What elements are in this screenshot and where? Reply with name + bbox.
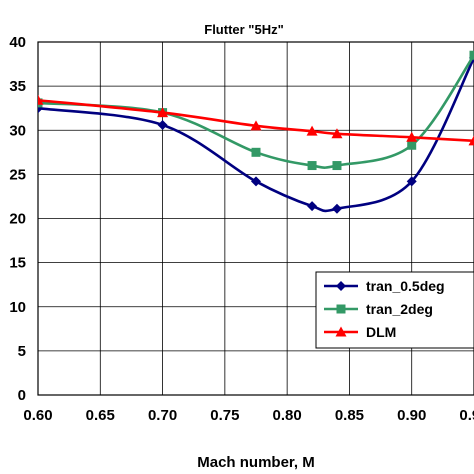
x-axis-ticks: 0.60 0.65 0.70 0.75 0.80 0.85 0.90 0.95 (23, 407, 474, 424)
data-point-tran_2deg (332, 161, 342, 171)
y-tick-label: 40 (9, 34, 26, 51)
x-tick-label: 0.75 (210, 407, 239, 424)
data-point-DLM (306, 125, 318, 136)
chart-title: Flutter "5Hz" (204, 22, 284, 37)
data-point-DLM (250, 120, 262, 131)
data-point-tran_2deg (407, 140, 417, 150)
legend-item-tran_2deg: tran_2deg (324, 301, 433, 317)
data-point-tran_2deg (469, 50, 474, 60)
data-point-tran_2deg (307, 161, 317, 171)
data-point-tran_0.5deg (251, 176, 261, 187)
y-tick-label: 25 (9, 166, 26, 183)
series-tran_0.5deg (38, 52, 474, 214)
legend-label: tran_2deg (366, 301, 433, 317)
series-tran_2deg (38, 50, 474, 171)
x-axis-label: Mach number, M (197, 454, 315, 471)
y-tick-label: 5 (18, 343, 26, 360)
data-point-tran_0.5deg (157, 119, 168, 130)
data-point-DLM (38, 94, 44, 105)
data-point-DLM (331, 128, 343, 139)
x-tick-label: 0.70 (148, 407, 177, 424)
data-point-DLM (406, 131, 418, 142)
series-layer (38, 50, 474, 214)
data-point-tran_2deg (251, 147, 261, 157)
y-axis-ticks: 0 5 10 15 20 25 30 35 40 (9, 34, 26, 404)
legend-item-tran_0.5deg: tran_0.5deg (324, 278, 445, 294)
data-point-tran_0.5deg (406, 176, 417, 187)
x-tick-label: 0.85 (335, 407, 364, 424)
legend-marker (335, 326, 347, 337)
series-line-tran_0.5deg (38, 57, 474, 213)
legend: tran_0.5deg tran_2deg DLM (315, 271, 474, 349)
plot-area (37, 41, 474, 396)
x-tick-label: 0.80 (273, 407, 302, 424)
data-point-DLM (157, 107, 169, 118)
x-tick-label: 0.60 (23, 407, 52, 424)
data-point-tran_0.5deg (307, 201, 318, 212)
x-tick-label: 0.90 (397, 407, 426, 424)
data-point-DLM (468, 135, 474, 146)
y-tick-label: 20 (9, 211, 26, 228)
y-tick-label: 35 (9, 78, 26, 95)
legend-item-DLM: DLM (324, 324, 396, 340)
legend-label: tran_0.5deg (366, 278, 445, 294)
data-point-tran_0.5deg (331, 203, 342, 214)
legend-label: DLM (366, 324, 396, 340)
series-DLM (38, 94, 474, 146)
legend-marker (336, 281, 346, 291)
y-tick-label: 10 (9, 299, 26, 316)
x-tick-label: 0.95 (459, 407, 474, 424)
y-tick-label: 15 (9, 255, 26, 272)
y-tick-label: 0 (18, 387, 26, 404)
x-tick-label: 0.65 (86, 407, 115, 424)
legend-marker (336, 304, 346, 314)
grid (37, 41, 474, 396)
y-tick-label: 30 (9, 122, 26, 139)
